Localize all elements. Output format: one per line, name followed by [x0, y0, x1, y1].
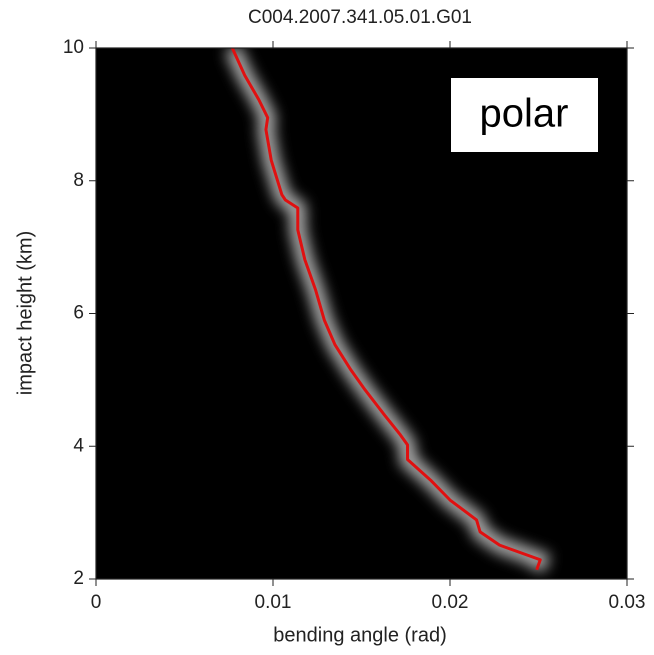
chart-title: C004.2007.341.05.01.G01	[248, 7, 472, 28]
x-tick-label: 0	[91, 592, 102, 613]
x-tick-label: 0.01	[255, 592, 292, 613]
y-tick-label: 8	[73, 170, 84, 191]
annotation: polar	[480, 92, 569, 136]
y-axis-label: impact height (km)	[14, 231, 36, 396]
x-tick-label: 0.03	[609, 592, 646, 613]
x-tick-label: 0.02	[432, 592, 469, 613]
plot-area	[225, 48, 551, 573]
annotation-box	[451, 78, 598, 152]
x-axis-label: bending angle (rad)	[273, 624, 446, 646]
y-tick-label: 4	[73, 435, 84, 456]
y-tick-label: 6	[73, 303, 84, 324]
data-line	[230, 48, 542, 571]
y-tick-label: 2	[73, 568, 84, 589]
y-tick-label: 10	[63, 37, 84, 58]
